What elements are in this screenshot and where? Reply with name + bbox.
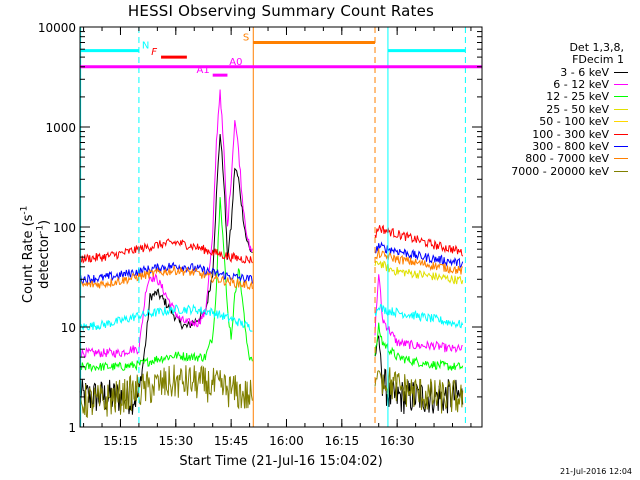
legend-header-decimation: FDecim 1	[572, 53, 624, 66]
y-tick-label-2: 100	[53, 221, 76, 235]
y-tick-label-1: 10	[61, 321, 76, 335]
flag-label-3: S	[243, 32, 249, 43]
flag-label-0: N	[142, 41, 149, 52]
legend-rows: 3 - 6 keV 6 - 12 keV 12 - 25 keV 25 - 50 ke…	[486, 66, 628, 178]
data-gap-0	[253, 27, 376, 427]
legend-item: 100 - 300 keV	[486, 127, 628, 141]
y-tick-label-4: 10000	[38, 21, 76, 35]
legend-item: 7000 - 20000 keV	[486, 164, 628, 178]
x-axis-label: Start Time (21-Jul-16 15:04:02)	[179, 454, 383, 469]
series-line-1	[79, 89, 463, 359]
series-line-5	[79, 224, 464, 264]
y-tick-label-3: 1000	[45, 121, 76, 135]
flag-label-2: F	[151, 47, 157, 58]
series-layer	[79, 89, 464, 419]
series-line-4	[79, 303, 464, 332]
data-gap-layer	[253, 27, 376, 427]
legend-item-label: 12 - 25 keV	[546, 90, 609, 104]
legend-item-label: 300 - 800 keV	[532, 140, 609, 154]
x-tick-label-3: 16:00	[269, 434, 304, 448]
x-tick-label-5: 16:30	[380, 434, 415, 448]
legend-item: 50 - 100 keV	[486, 115, 628, 129]
legend-item-swatch	[614, 133, 628, 135]
chart-title: HESSI Observing Summary Count Rates	[127, 2, 435, 20]
legend-item-swatch	[614, 170, 628, 172]
legend-item-label: 25 - 50 keV	[546, 102, 609, 116]
legend-header-detectors: Det 1,3,8,	[569, 41, 624, 54]
legend-item-label: 6 - 12 keV	[553, 78, 609, 92]
series-line-8	[79, 364, 464, 419]
x-tick-label-2: 15:45	[214, 434, 249, 448]
series-line-3	[374, 260, 464, 285]
legend-item-swatch	[614, 71, 628, 73]
legend-item-swatch	[614, 84, 628, 86]
x-tick-label-0: 15:15	[103, 434, 138, 448]
legend-item-label: 50 - 100 keV	[539, 115, 609, 129]
legend-item: 25 - 50 keV	[486, 102, 628, 116]
flag-label-4: A0	[229, 57, 242, 68]
y-axis-label-detector: detector	[37, 233, 53, 289]
legend-item-label: 3 - 6 keV	[560, 65, 609, 79]
plot-timestamp: 21-Jul-2016 12:04	[559, 467, 632, 476]
legend-item: 6 - 12 keV	[486, 78, 628, 92]
y-axis-label: Count Rate (s-1 detector-1)	[20, 184, 53, 324]
x-tick-label-1: 15:30	[159, 434, 194, 448]
axes-layer: 15:15 15:30 15:45 16:00 16:15 16:30 1 10 100 1000…	[38, 21, 482, 448]
y-axis-label-exp2: -1	[36, 224, 46, 234]
y-axis-label-exp1: -1	[19, 205, 30, 215]
series-line-7	[79, 248, 463, 291]
y-axis-label-close: )	[37, 219, 53, 225]
legend-item: 3 - 6 keV	[486, 65, 628, 79]
legend-item-swatch	[614, 146, 628, 148]
vertical-marker-layer	[80, 27, 466, 427]
legend-item: 800 - 7000 keV	[486, 152, 628, 166]
legend-item-swatch	[614, 96, 628, 98]
legend-item-label: 800 - 7000 keV	[525, 152, 609, 166]
flag-bars-layer: NF S A0 A1	[80, 32, 482, 77]
legend-item-swatch	[614, 121, 628, 123]
x-tick-label-4: 16:15	[325, 434, 360, 448]
legend-item-swatch	[614, 158, 628, 160]
legend-item-label: 100 - 300 keV	[532, 127, 609, 141]
series-line-2	[79, 197, 464, 373]
legend-item: 12 - 25 keV	[486, 90, 628, 104]
legend-item: 300 - 800 keV	[486, 140, 628, 154]
y-axis-label-text: Count Rate (s	[21, 214, 36, 304]
flag-label-5: A1	[196, 65, 209, 76]
legend: Det 1,3,8, FDecim 1 3 - 6 keV 6 - 12 keV 1…	[486, 42, 628, 178]
y-tick-label-0: 1	[68, 421, 76, 435]
series-line-6	[79, 241, 464, 285]
legend-item-swatch	[614, 108, 628, 110]
legend-item-label: 7000 - 20000 keV	[511, 164, 609, 178]
